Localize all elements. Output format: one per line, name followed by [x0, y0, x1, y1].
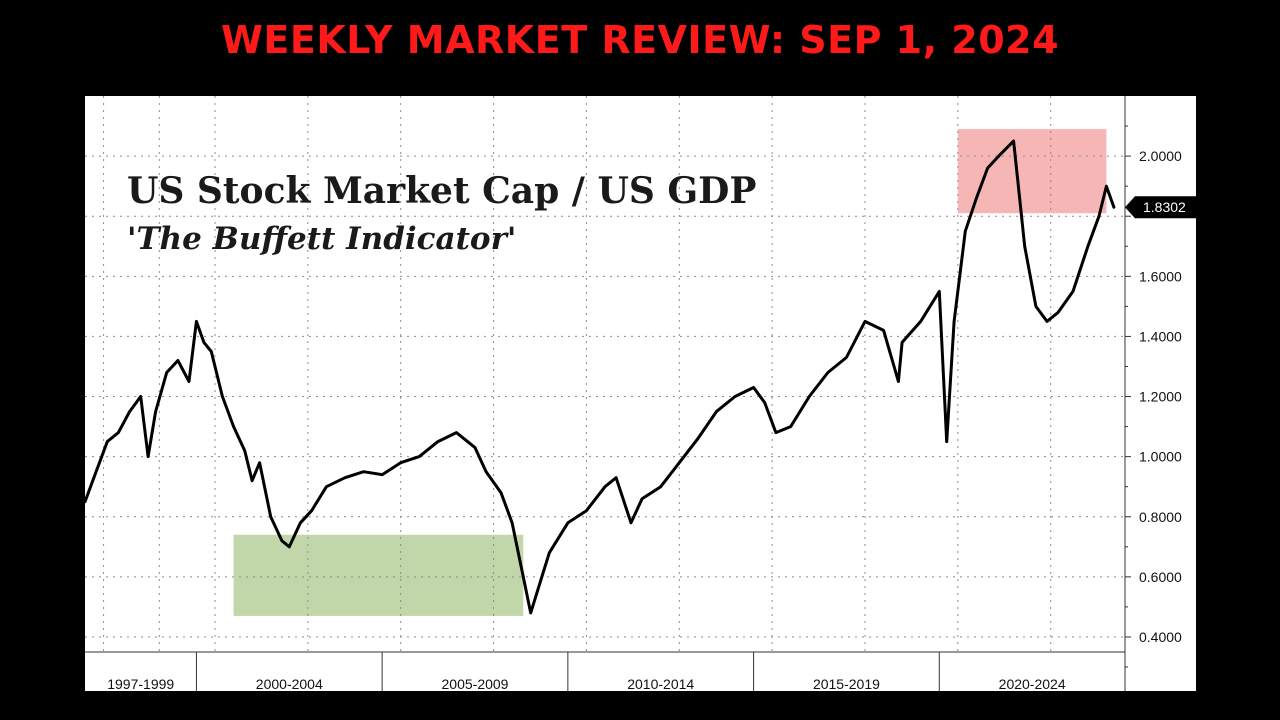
highlight-region-overvalued — [957, 129, 1107, 214]
series-layer — [85, 139, 1116, 615]
x-tick-label: 2015-2019 — [813, 676, 880, 691]
highlight-regions — [233, 129, 1107, 616]
grid-lines — [85, 96, 1125, 652]
y-tick-label: 0.6000 — [1139, 569, 1182, 585]
last-value-marker: 1.8302 — [1125, 196, 1196, 219]
chart-frame: US Stock Market Cap / US GDP 'The Buffet… — [85, 96, 1196, 691]
highlight-region-undervalued — [233, 534, 524, 616]
banner-title: WEEKLY MARKET REVIEW: SEP 1, 2024 — [220, 18, 1060, 62]
last-value-tag — [1125, 196, 1196, 219]
y-tick-label: 1.4000 — [1139, 328, 1182, 344]
x-tick-label: 2010-2014 — [627, 676, 694, 691]
y-tick-label: 0.4000 — [1139, 629, 1182, 645]
y-tick-label: 2.0000 — [1139, 148, 1182, 164]
chart-subtitle: 'The Buffett Indicator' — [127, 221, 516, 257]
y-tick-label: 0.8000 — [1139, 509, 1182, 525]
y-tick-label: 1.6000 — [1139, 268, 1182, 284]
y-tick-label: 1.0000 — [1139, 449, 1182, 465]
x-tick-label: 1997-1999 — [107, 676, 174, 691]
axes — [85, 96, 1131, 691]
buffett-indicator-chart: US Stock Market Cap / US GDP 'The Buffet… — [85, 96, 1196, 691]
y-tick-label: 1.2000 — [1139, 389, 1182, 405]
x-tick-label: 2005-2009 — [442, 676, 509, 691]
y-tick-labels: 0.4000 0.6000 0.8000 1.0000 1.2000 1.4000 1.60… — [1139, 148, 1182, 645]
x-tick-label: 2000-2004 — [256, 676, 323, 691]
x-tick-labels: 1997-1999 2000-2004 2005-2009 2010-2014 2015… — [107, 676, 1066, 691]
chart-title: US Stock Market Cap / US GDP — [127, 170, 756, 212]
series-line — [85, 139, 1116, 615]
last-value-label: 1.8302 — [1143, 199, 1186, 215]
x-tick-label: 2020-2024 — [999, 676, 1066, 691]
